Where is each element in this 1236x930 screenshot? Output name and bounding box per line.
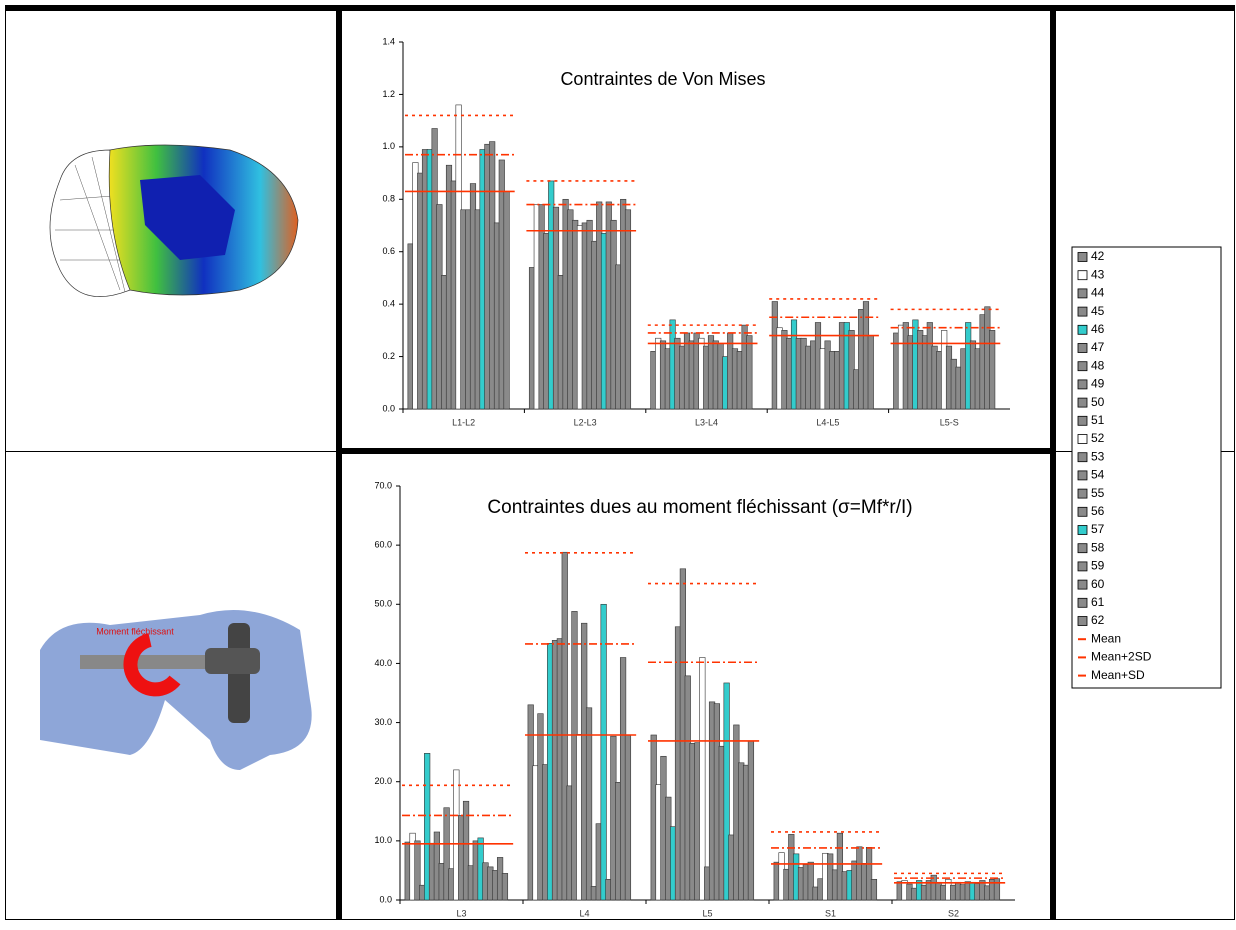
x-tick-label: S1 [825,908,836,918]
y-tick-label: 0.4 [382,299,395,309]
legend-swatch [1077,525,1088,535]
x-tick-label: L3-L4 [695,417,718,427]
legend-swatch [1077,434,1088,444]
bar [503,191,510,410]
legend-swatch [1077,561,1088,572]
legend-label: Mean [1091,631,1121,645]
legend-label: 44 [1091,286,1105,300]
legend-box [1071,246,1222,689]
legend-swatch [1077,306,1088,317]
bar [867,335,874,410]
legend-swatch [1077,324,1088,335]
legend-swatch [1077,288,1088,299]
legend-label: 58 [1091,540,1105,554]
legend-label: 52 [1091,431,1105,445]
vertebra-mesh [49,144,299,297]
legend-swatch [1077,379,1088,390]
legend-swatch [1077,415,1088,426]
legend-label: 51 [1091,413,1105,427]
bar [870,878,878,901]
legend-label: 48 [1091,358,1105,372]
bar [747,740,755,901]
bar [807,861,814,901]
illustration-label: Moment fléchissant [96,626,174,636]
bar [424,753,431,901]
y-tick-label: 20.0 [374,776,392,786]
legend-label: 62 [1091,613,1105,627]
y-tick-label: 60.0 [374,540,392,550]
x-tick-label: L5-S [940,417,959,427]
y-tick-label: 40.0 [374,658,392,668]
bar [624,734,632,901]
bar [443,807,450,901]
legend-label: 50 [1091,395,1105,409]
legend-label: 56 [1091,504,1105,518]
chart-title: Contraintes de Von Mises [560,69,765,89]
bar [699,657,706,901]
x-tick-label: L3 [456,908,466,918]
bar [746,335,753,410]
legend-swatch [1077,506,1088,517]
bar [836,832,844,901]
y-tick-label: 70.0 [374,480,392,490]
chart-title: Contraintes dues au moment fléchissant (… [487,497,912,518]
legend-swatch [1077,470,1088,481]
legend-swatch [1077,252,1088,262]
legend-label: 53 [1091,449,1105,463]
legend-label: 42 [1091,249,1105,263]
legend-swatch [1077,488,1088,499]
bar [462,800,470,901]
y-tick-label: 1.4 [382,36,395,46]
legend-swatch [1077,452,1088,463]
x-tick-label: L5 [702,908,712,918]
x-tick-label: L2-L3 [574,417,597,427]
legend-swatch [1077,343,1088,353]
bar [501,873,509,901]
y-tick-label: 1.2 [382,89,395,99]
y-tick-label: 0.6 [382,246,395,256]
x-tick-label: L4-L5 [816,417,839,427]
legend-swatch [1077,361,1088,372]
legend-label: 59 [1091,559,1105,573]
legend-label: Mean+2SD [1091,650,1152,664]
bar [993,878,1001,901]
x-tick-label: L4 [579,908,589,918]
legend-label: 57 [1091,522,1105,536]
bar [989,330,996,410]
legend-swatch [1077,616,1088,626]
y-tick-label: 10.0 [374,835,392,845]
y-tick-label: 0.8 [382,194,395,204]
y-tick-label: 0.0 [379,894,392,904]
legend-label: 49 [1091,377,1105,391]
legend-label: Mean+SD [1091,668,1145,682]
legend-swatch [1077,579,1088,590]
bar [561,551,568,901]
legend-label: 61 [1091,595,1105,609]
legend-swatch [1077,597,1088,608]
legend-swatch [1077,397,1088,408]
legend-label: 54 [1091,468,1105,482]
bar [600,603,607,901]
legend-swatch [1077,543,1088,554]
screw-illustration: Moment fléchissant [40,610,312,770]
y-tick-label: 30.0 [374,717,392,727]
bar [624,209,632,410]
y-tick-label: 0.2 [382,351,395,361]
y-tick-label: 0.0 [382,403,395,413]
legend-label: 55 [1091,486,1105,500]
legend-label: 60 [1091,577,1105,591]
bar [585,707,593,901]
x-tick-label: S2 [948,908,959,918]
x-tick-label: L1-L2 [452,417,475,427]
y-tick-label: 1.0 [382,141,395,151]
legend-label: 43 [1091,267,1105,281]
bar [414,840,421,901]
y-tick-label: 50.0 [374,599,392,609]
legend-label: 45 [1091,304,1105,318]
legend-label: 47 [1091,340,1105,354]
bar [723,682,730,901]
legend-swatch [1077,270,1088,281]
legend-label: 46 [1091,322,1105,336]
